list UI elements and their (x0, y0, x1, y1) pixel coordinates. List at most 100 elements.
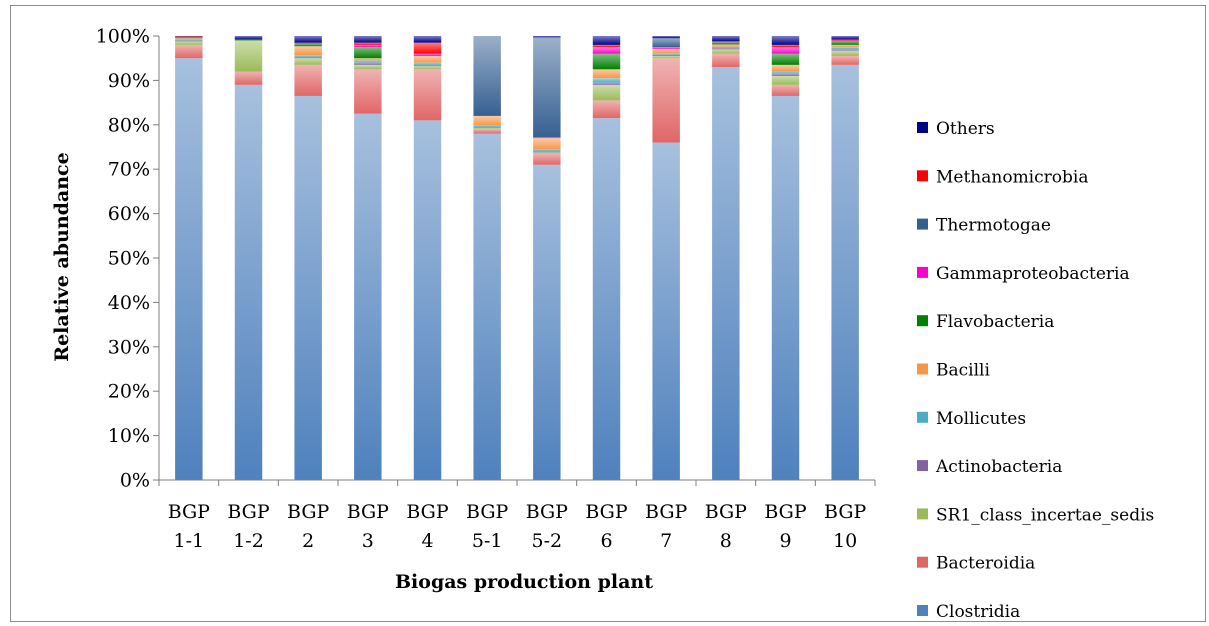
x-tick-label: BGP 6 (585, 501, 627, 552)
bar-segment-others (592, 36, 621, 45)
bar-segment-sr1-class-incertae-sedis (413, 66, 442, 70)
bar-segment-bacilli (175, 38, 203, 40)
bar-segment-actinobacteria (712, 47, 740, 50)
y-tick-label: 50% (108, 248, 150, 270)
bar-segment-clostridia (831, 64, 859, 481)
bar-segment-bacilli (413, 55, 442, 63)
bar-segment-clostridia (234, 84, 263, 480)
bar-segment-bacilli (294, 46, 322, 56)
legend-label: Flavobacteria (936, 312, 1054, 332)
bar-segment-bacilli (354, 58, 382, 61)
legend-label: Methanomicrobia (936, 167, 1088, 187)
bar-segment-gammaproteobacteria (533, 137, 561, 139)
x-tick-label: BGP 4 (406, 501, 448, 552)
legend-swatch (917, 170, 928, 182)
legend-label: Bacteroidia (936, 554, 1035, 574)
x-tick-label: BGP 5-2 (526, 501, 568, 552)
legend-label: Gammaproteobacteria (936, 264, 1130, 284)
bar-segment-mollicutes (533, 149, 561, 151)
bar-segment-bacteroidia (831, 55, 859, 65)
legend-swatch (917, 363, 928, 375)
bar-segment-bacteroidia (234, 71, 263, 85)
bar-segment-bacteroidia (413, 69, 442, 121)
bar-segment-gammaproteobacteria (771, 47, 800, 54)
legend-swatch (917, 605, 928, 616)
bar-segment-others (413, 36, 442, 43)
bar-segment-bacteroidia (354, 69, 382, 114)
bar-segment-actinobacteria (533, 151, 561, 153)
y-tick-label: 10% (108, 425, 150, 447)
bar-segment-mollicutes (413, 62, 442, 65)
x-tick-label: BGP 3 (347, 501, 389, 552)
bar-segment-actinobacteria (413, 64, 442, 67)
bar-segment-others (712, 36, 740, 42)
bar-segment-mollicutes (592, 78, 621, 83)
bar-segment-sr1-class-incertae-sedis (234, 40, 263, 72)
bars-layer (175, 36, 859, 481)
chart-frame (10, 5, 1206, 622)
bar-segment-sr1-class-incertae-sedis (712, 49, 740, 54)
bar-segment-others (175, 36, 203, 37)
bar-segment-flavobacteria (831, 41, 859, 45)
bar-segment-gammaproteobacteria (652, 47, 680, 49)
bar-segment-mollicutes (354, 60, 382, 63)
bar-segment-bacilli (592, 69, 621, 79)
legend-label: Thermotogae (936, 216, 1051, 236)
bar-segment-gammaproteobacteria (831, 40, 859, 42)
y-tick-label: 100% (96, 26, 150, 48)
y-tick-label: 60% (108, 203, 150, 225)
bar-segment-gammaproteobacteria (413, 53, 442, 56)
bar-segment-bacteroidia (294, 64, 322, 96)
x-tick-label: BGP 2 (287, 501, 329, 552)
bar-segment-clostridia (592, 118, 621, 480)
x-tick-label: BGP 5-1 (466, 501, 508, 552)
bar-segment-bacilli (712, 44, 740, 47)
bar-segment-clostridia (712, 67, 740, 480)
bar-segment-sr1-class-incertae-sedis (771, 75, 800, 85)
bar-segment-bacilli (771, 64, 800, 72)
bar-segment-bacilli (473, 115, 501, 126)
bar-segment-sr1-class-incertae-sedis (354, 64, 382, 70)
y-tick-label: 20% (108, 381, 150, 403)
legend-label: Clostridia (936, 602, 1020, 622)
x-tick-label: BGP 1-1 (168, 501, 210, 552)
bar-segment-flavobacteria (771, 53, 800, 65)
bar-segment-actinobacteria (473, 127, 501, 128)
bar-segment-others (831, 36, 859, 40)
bar-segment-mollicutes (831, 47, 859, 50)
bar-segment-thermotogae (533, 37, 561, 138)
bar-segment-mollicutes (771, 71, 800, 74)
bar-segment-gammaproteobacteria (175, 36, 203, 38)
bar-segment-gammaproteobacteria (354, 44, 382, 48)
bar-segment-mollicutes (294, 55, 322, 57)
bar-segment-clostridia (354, 113, 382, 480)
x-tick-label: BGP 8 (705, 501, 747, 552)
bar-segment-bacilli (533, 138, 561, 150)
bar-segment-actinobacteria (652, 54, 680, 56)
y-tick-label: 80% (108, 114, 150, 136)
bar-segment-bacteroidia (592, 100, 621, 119)
bar-segment-bacilli (652, 48, 680, 54)
legend-swatch (917, 122, 928, 133)
bar-segment-bacteroidia (771, 84, 800, 96)
bar-segment-actinobacteria (294, 56, 322, 59)
bar-segment-others (294, 36, 322, 43)
legend: Others Methanomicrobia Thermotogae Gammapro… (917, 119, 1154, 622)
bar-segment-mollicutes (712, 46, 740, 48)
y-tick-label: 90% (108, 70, 150, 92)
legend-label: Bacilli (936, 361, 990, 381)
x-tick-label: BGP 1-2 (227, 501, 269, 552)
bar-segment-actinobacteria (831, 49, 859, 51)
bar-segment-mollicutes (473, 125, 501, 128)
bar-segment-flavobacteria (354, 47, 382, 59)
bar-segment-methanomicrobia (771, 44, 800, 48)
legend-swatch (917, 315, 928, 327)
bar-segment-actinobacteria (771, 73, 800, 76)
bar-segment-thermotogae (473, 36, 501, 116)
bar-segment-mollicutes (652, 53, 680, 55)
legend-swatch (917, 508, 928, 520)
bar-segment-flavobacteria (234, 39, 263, 41)
bar-segment-actinobacteria (592, 82, 621, 85)
bar-segment-bacteroidia (473, 129, 501, 134)
